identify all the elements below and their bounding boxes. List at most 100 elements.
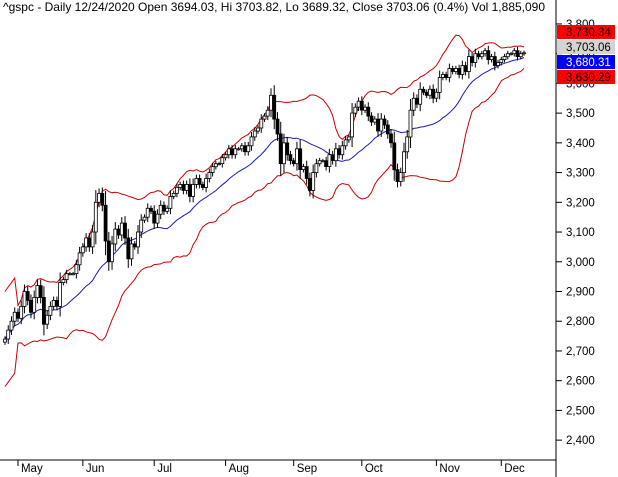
candle-body — [434, 91, 439, 99]
candle-body — [194, 178, 199, 185]
candle — [246, 141, 251, 156]
candle — [304, 160, 309, 185]
candle-body — [324, 160, 329, 167]
candle — [317, 157, 322, 167]
candle-body — [155, 213, 160, 224]
candle-body — [311, 172, 316, 191]
x-tick-label: Jul — [157, 463, 172, 475]
candle-body — [356, 100, 361, 108]
candle — [233, 144, 238, 159]
price-tag-label: 3,680.31 — [566, 57, 611, 69]
candle-body — [132, 243, 137, 248]
candle-body — [369, 115, 374, 123]
candle-body — [161, 204, 166, 212]
candle — [210, 162, 215, 177]
price-tag-upper: 3,730.34 — [557, 25, 615, 39]
candle-body — [288, 154, 293, 161]
candle — [136, 225, 140, 254]
candle-body — [382, 118, 387, 126]
candle — [64, 269, 69, 284]
candle — [139, 214, 144, 238]
candle-body — [197, 178, 202, 185]
candle — [220, 153, 225, 168]
candle — [275, 112, 280, 141]
candle-body — [233, 148, 238, 156]
candle-body — [178, 184, 183, 188]
candle-body — [19, 305, 24, 319]
candle-body — [22, 291, 27, 307]
price-tag-box — [557, 55, 615, 69]
candle-body — [466, 56, 471, 72]
candle — [77, 246, 82, 271]
candle-body — [476, 53, 481, 58]
candle-body — [119, 222, 124, 236]
x-tick-label: Nov — [439, 463, 460, 475]
candle — [288, 150, 293, 165]
candle — [45, 310, 50, 330]
candle-body — [129, 243, 134, 260]
candle-body — [272, 94, 277, 120]
candle — [48, 301, 53, 321]
price-tag-box — [557, 70, 615, 84]
candle-body — [294, 148, 299, 165]
candle-body — [314, 163, 319, 173]
candle — [408, 99, 413, 149]
candle-body — [330, 154, 335, 161]
candle-body — [252, 130, 257, 138]
candle — [447, 63, 452, 83]
candle-body — [479, 53, 484, 58]
candle-body — [301, 166, 306, 171]
candle — [382, 115, 387, 129]
candle-body — [103, 204, 108, 242]
candle-body — [256, 127, 260, 132]
price-tag-label: 3,703.06 — [566, 42, 611, 54]
candle-body — [61, 279, 66, 284]
price-tags: 3,730.34 3,703.06 3,680.31 3,630.29 — [557, 25, 615, 84]
candle — [437, 70, 442, 100]
candle-body — [278, 133, 283, 164]
candle-body — [152, 210, 157, 224]
candle — [340, 140, 345, 160]
candle-body — [106, 240, 111, 263]
candle — [123, 216, 127, 245]
candle-body — [421, 88, 426, 93]
candle-body — [379, 118, 384, 132]
candle-body — [346, 136, 351, 141]
candle-body — [93, 201, 98, 233]
candle-body — [408, 109, 413, 138]
candle-body — [113, 228, 118, 245]
candle — [3, 336, 7, 345]
candle-body — [35, 285, 40, 298]
price-tag-box — [557, 25, 615, 39]
candle — [129, 236, 134, 266]
candle — [71, 271, 75, 276]
candle-body — [84, 237, 88, 248]
candle-body — [116, 228, 121, 236]
candle-body — [359, 100, 364, 111]
candle — [285, 136, 290, 161]
middle-bollinger-band — [4, 57, 525, 340]
candle-body — [259, 118, 264, 129]
candle-body — [340, 145, 345, 156]
candle-body — [200, 184, 205, 188]
candle — [174, 183, 179, 198]
candle — [38, 279, 43, 304]
middle-band-line — [4, 57, 525, 340]
candle-body — [353, 106, 358, 114]
candle-body — [28, 299, 33, 313]
candle — [61, 276, 66, 286]
candle-body — [191, 184, 196, 197]
candle-body — [68, 273, 72, 276]
candle-body — [9, 320, 14, 331]
y-tick-label: 2,900 — [566, 286, 595, 298]
candle-body — [145, 207, 150, 218]
candle-body — [249, 136, 254, 147]
price-tag-lower: 3,630.29 — [557, 70, 615, 84]
candle — [213, 160, 218, 170]
candle-body — [16, 311, 20, 319]
candle-body — [499, 59, 504, 63]
y-tick-label: 3,100 — [566, 227, 595, 239]
candle-body — [496, 62, 501, 66]
candle-body — [298, 148, 303, 171]
candle-body — [42, 296, 46, 325]
